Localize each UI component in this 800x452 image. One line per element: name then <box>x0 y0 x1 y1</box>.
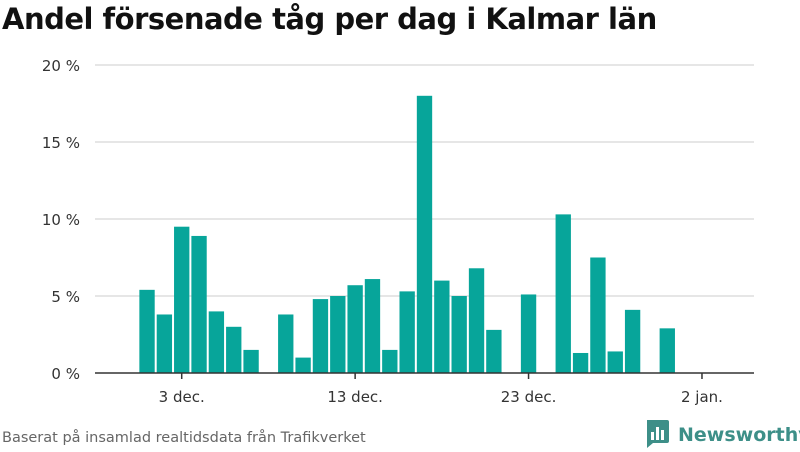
brand-logo: Newsworthy <box>644 420 800 450</box>
bar-2022-12-15 <box>382 349 398 373</box>
bar-chart: 0 % 5 % 10 % 15 % 20 % 3 dec. 13 dec. 23 dec. 2… <box>42 57 754 406</box>
y-tick-label: 15 % <box>42 134 80 152</box>
bar-2022-12-05 <box>208 311 225 373</box>
source-note: Baserat på insamlad realtidsdata från Tr… <box>2 430 366 446</box>
bar-2022-12-31 <box>659 328 675 373</box>
bar-2022-12-27 <box>590 257 606 373</box>
bar-chart-logo-icon <box>644 418 670 452</box>
y-tick-label: 10 % <box>42 211 80 229</box>
x-tick-label: 13 dec. <box>327 388 383 406</box>
bar-2022-12-04 <box>191 235 207 373</box>
chart-title: Andel försenade tåg per dag i Kalmar län <box>2 2 657 36</box>
bar-2022-12-20 <box>468 268 485 373</box>
bars <box>139 95 675 374</box>
bar-2022-12-06 <box>226 326 242 373</box>
bar-2022-12-16 <box>399 291 415 373</box>
bar-2022-12-26 <box>572 352 589 373</box>
bar-2022-12-12 <box>330 296 346 373</box>
x-tick-label: 23 dec. <box>501 388 557 406</box>
bar-2022-12-21 <box>486 329 502 373</box>
bar-2022-12-14 <box>364 279 381 373</box>
bar-2022-12-25 <box>555 214 571 373</box>
brand-name: Newsworthy <box>678 424 800 446</box>
bar-2022-12-03 <box>174 226 190 373</box>
y-tick-label: 5 % <box>51 288 80 306</box>
bar-2022-12-07 <box>243 349 259 373</box>
x-axis: 3 dec. 13 dec. 23 dec. 2 jan. <box>95 372 754 406</box>
bar-2022-12-17 <box>416 95 433 374</box>
y-tick-label: 0 % <box>51 365 80 383</box>
bar-2022-12-02 <box>156 314 173 373</box>
bar-2022-12-01 <box>139 289 155 373</box>
bar-2022-12-29 <box>624 309 641 373</box>
bar-2022-12-28 <box>607 351 623 373</box>
bar-2022-12-11 <box>312 299 329 373</box>
bar-2022-12-19 <box>451 296 467 373</box>
x-tick-label: 2 jan. <box>681 388 723 406</box>
bar-2022-12-09 <box>278 314 294 373</box>
bar-2022-12-18 <box>434 280 450 373</box>
x-tick-label: 3 dec. <box>159 388 205 406</box>
bar-2022-12-10 <box>295 357 311 373</box>
y-tick-label: 20 % <box>42 57 80 75</box>
bar-2022-12-13 <box>347 285 363 373</box>
bar-2022-12-23 <box>520 294 537 373</box>
